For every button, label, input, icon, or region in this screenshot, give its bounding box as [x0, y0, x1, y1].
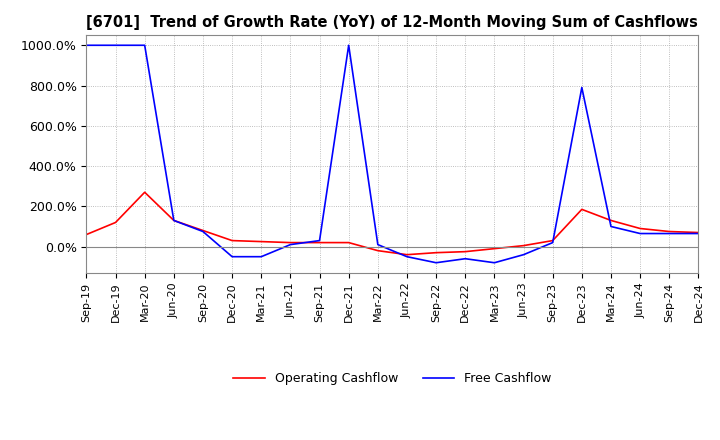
Operating Cashflow — [169, 218, 178, 223]
Operating Cashflow — [636, 226, 644, 231]
Free Cashflow — [665, 231, 674, 236]
Operating Cashflow — [374, 248, 382, 253]
Title: [6701]  Trend of Growth Rate (YoY) of 12-Month Moving Sum of Cashflows: [6701] Trend of Growth Rate (YoY) of 12-… — [86, 15, 698, 30]
Free Cashflow — [286, 242, 294, 247]
Operating Cashflow — [432, 250, 441, 255]
Operating Cashflow — [402, 252, 411, 257]
Free Cashflow — [344, 43, 353, 48]
Free Cashflow — [694, 231, 703, 236]
Operating Cashflow — [286, 240, 294, 245]
Operating Cashflow — [82, 232, 91, 237]
Operating Cashflow — [228, 238, 236, 243]
Operating Cashflow — [461, 249, 469, 254]
Free Cashflow — [577, 85, 586, 90]
Free Cashflow — [169, 218, 178, 223]
Free Cashflow — [519, 252, 528, 257]
Free Cashflow — [432, 260, 441, 265]
Free Cashflow — [82, 43, 91, 48]
Operating Cashflow — [607, 218, 616, 223]
Operating Cashflow — [199, 228, 207, 233]
Operating Cashflow — [315, 240, 324, 245]
Operating Cashflow — [577, 207, 586, 212]
Free Cashflow — [140, 43, 149, 48]
Free Cashflow — [228, 254, 236, 259]
Operating Cashflow — [665, 229, 674, 234]
Free Cashflow — [111, 43, 120, 48]
Operating Cashflow — [257, 239, 266, 244]
Operating Cashflow — [694, 230, 703, 235]
Operating Cashflow — [519, 243, 528, 248]
Legend: Operating Cashflow, Free Cashflow: Operating Cashflow, Free Cashflow — [228, 367, 557, 390]
Free Cashflow — [461, 256, 469, 261]
Line: Operating Cashflow: Operating Cashflow — [86, 192, 698, 255]
Free Cashflow — [607, 224, 616, 229]
Free Cashflow — [199, 229, 207, 234]
Free Cashflow — [257, 254, 266, 259]
Operating Cashflow — [111, 220, 120, 225]
Operating Cashflow — [140, 190, 149, 195]
Operating Cashflow — [490, 246, 499, 251]
Operating Cashflow — [549, 238, 557, 243]
Free Cashflow — [549, 240, 557, 245]
Free Cashflow — [402, 254, 411, 259]
Free Cashflow — [315, 238, 324, 243]
Operating Cashflow — [344, 240, 353, 245]
Line: Free Cashflow: Free Cashflow — [86, 45, 698, 263]
Free Cashflow — [636, 231, 644, 236]
Free Cashflow — [490, 260, 499, 265]
Free Cashflow — [374, 242, 382, 247]
